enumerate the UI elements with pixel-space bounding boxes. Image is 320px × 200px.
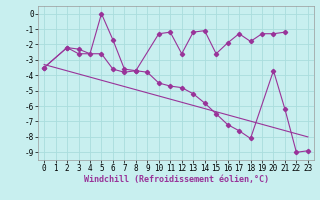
X-axis label: Windchill (Refroidissement éolien,°C): Windchill (Refroidissement éolien,°C) bbox=[84, 175, 268, 184]
